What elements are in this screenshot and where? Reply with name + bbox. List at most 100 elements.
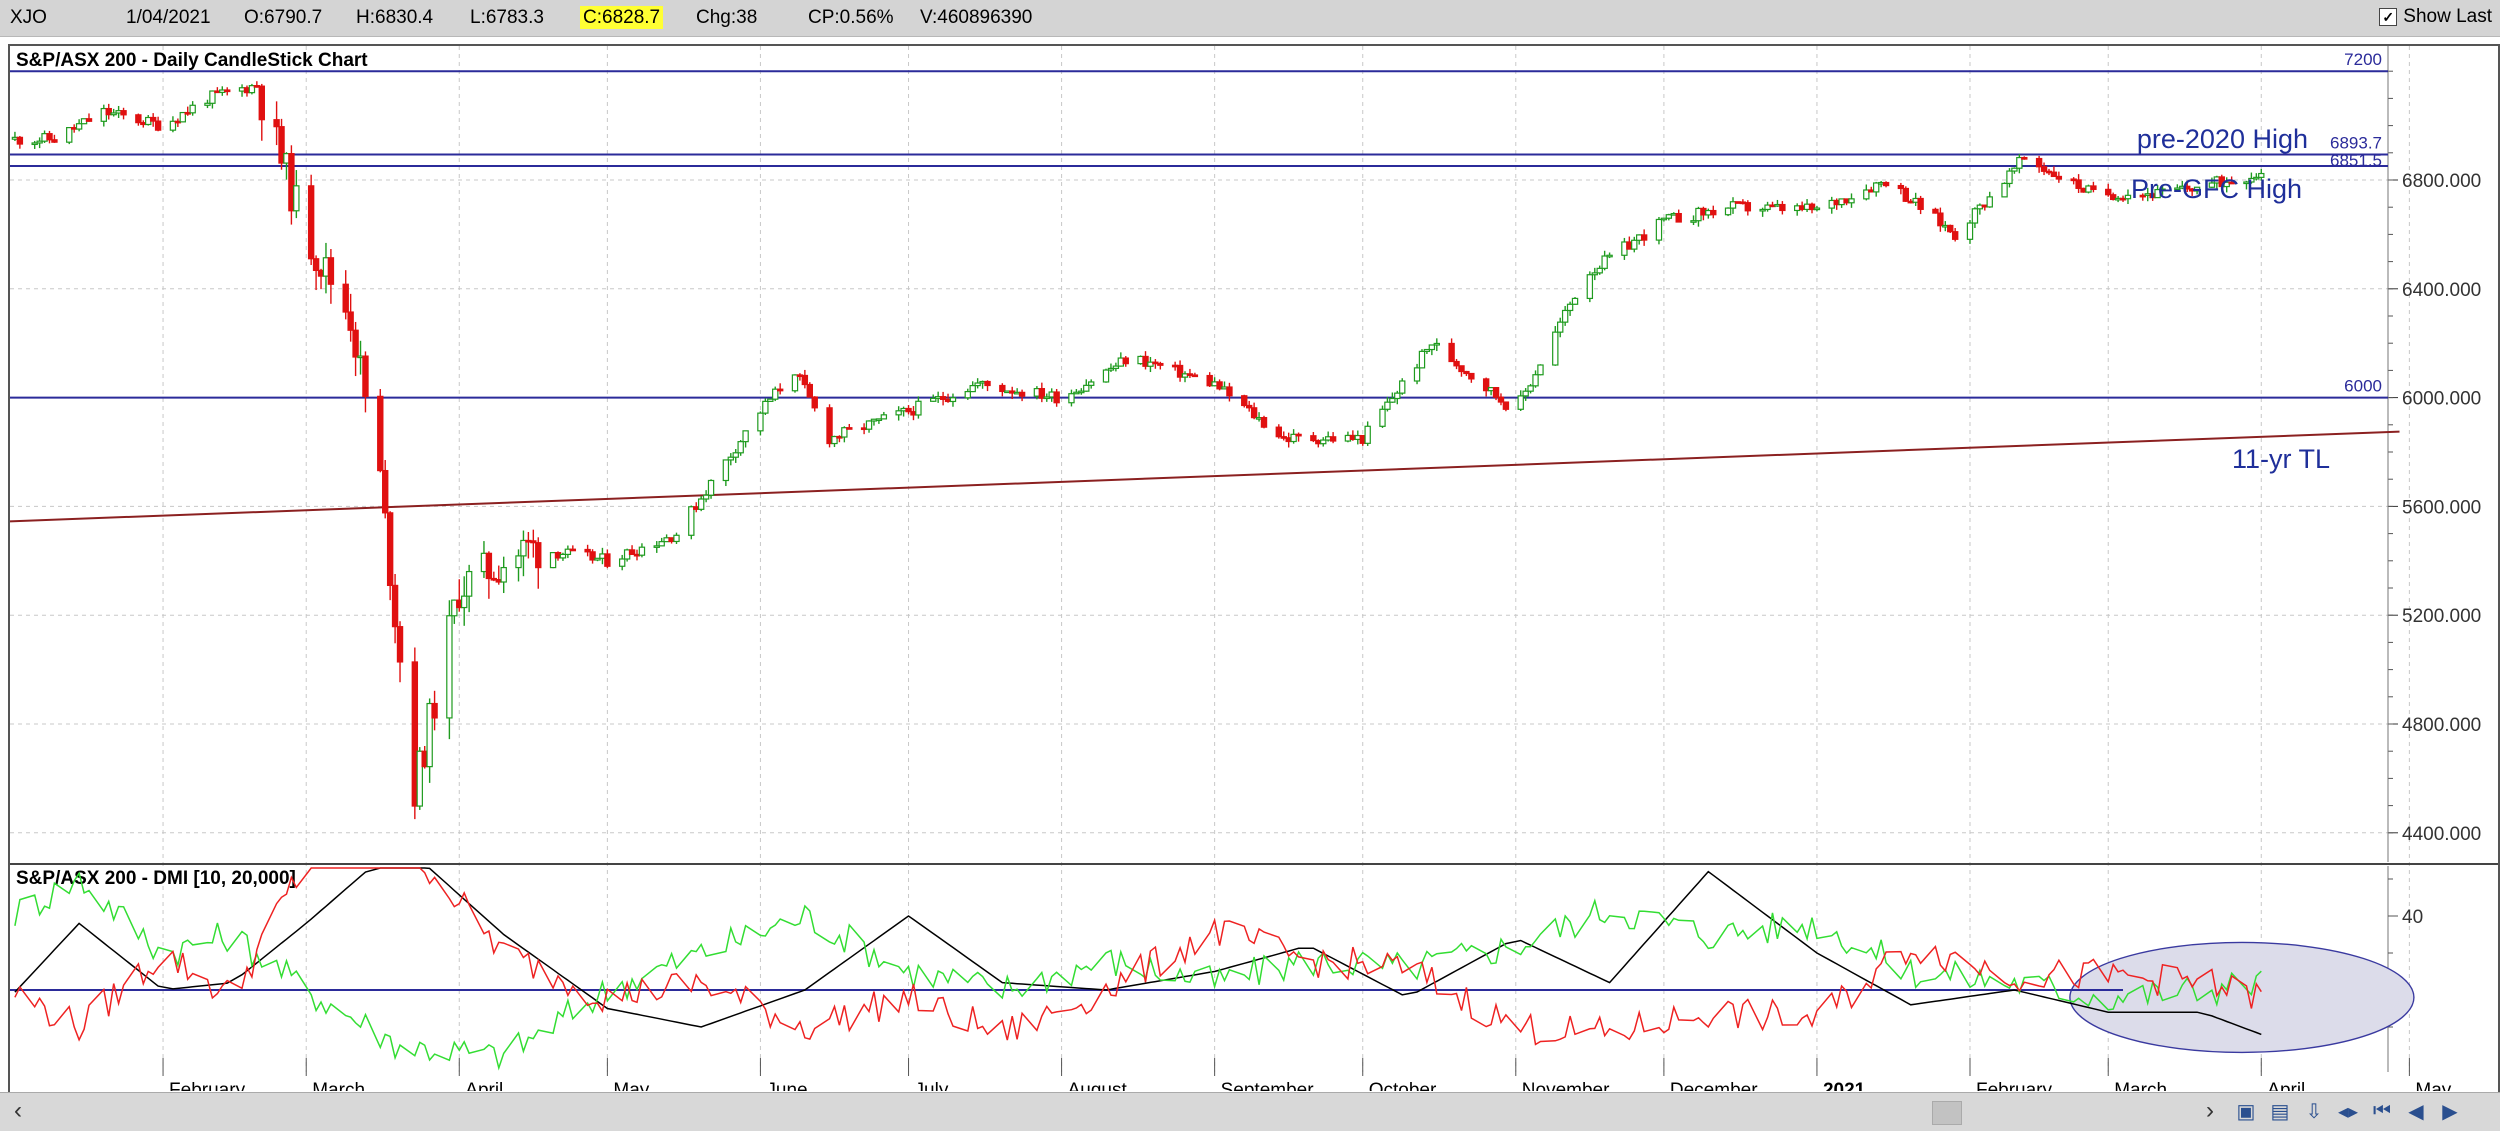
candle-body — [248, 85, 256, 94]
zoom-fit-icon[interactable]: ◂▸ — [2337, 1100, 2359, 1123]
candle-body — [362, 355, 369, 397]
candle-body — [515, 555, 522, 569]
candle-body — [1453, 360, 1460, 367]
candle-body — [1932, 208, 1939, 214]
candle-body — [431, 702, 438, 719]
show-last-toggle[interactable]: ✓ Show Last — [2379, 6, 2492, 28]
candle-body — [1655, 218, 1663, 241]
candle-body — [776, 388, 784, 392]
candle-body — [742, 430, 749, 443]
y-axis-tick-label: 5200.000 — [2402, 606, 2481, 627]
candle-body — [1917, 197, 1924, 210]
candle-body — [939, 396, 947, 400]
candle-body — [2243, 181, 2250, 185]
candle-body — [2105, 188, 2112, 196]
candle-body — [1863, 189, 1870, 200]
candle-body — [1601, 255, 1608, 269]
candle-body — [1675, 212, 1682, 223]
dmi-y-tick-label: 40 — [2402, 907, 2423, 928]
candle-body — [1897, 184, 1905, 190]
candle-body — [1596, 267, 1603, 274]
y-axis-tick-label: 6000.000 — [2402, 389, 2481, 410]
candle-body — [1389, 397, 1396, 403]
candle-body — [1660, 217, 1668, 221]
candle-body — [1690, 220, 1697, 223]
candle-body — [1068, 393, 1075, 404]
quote-info-bar: XJO 1/04/2021 O:6790.7 H:6830.4 L:6783.3… — [0, 0, 2500, 37]
candle-body — [2050, 171, 2058, 178]
candle-body — [1384, 401, 1391, 410]
candle-body — [307, 185, 315, 260]
candle-body — [1241, 395, 1248, 407]
print-icon[interactable]: ▤ — [2270, 1100, 2290, 1123]
candle-body — [1038, 388, 1046, 399]
candle-body — [1497, 396, 1505, 403]
candle-body — [1951, 231, 1959, 240]
candle-body — [382, 469, 389, 514]
candle-body — [1083, 384, 1090, 392]
candle-body — [1448, 342, 1455, 363]
y-axis-tick-label: 6800.000 — [2402, 171, 2481, 192]
candle-body — [120, 110, 127, 116]
candle-body — [1813, 207, 1821, 211]
high-value: H:6830.4 — [356, 7, 434, 28]
change-percent-value: CP:0.56% — [808, 7, 894, 28]
chart-canvas[interactable]: 6800.000 6400.000 6000.000 5600.000 5200.000… — [10, 46, 2498, 1091]
x-axis-label: July — [915, 1080, 949, 1091]
first-page-icon[interactable]: ⏮ — [2373, 1099, 2391, 1122]
candle-body — [1986, 196, 1993, 208]
candle-body — [135, 114, 142, 124]
chevron-right-icon[interactable]: › — [2206, 1097, 2214, 1124]
highlight-ellipse — [2069, 941, 2415, 1054]
candle-body — [2055, 175, 2063, 180]
candle-body — [999, 384, 1006, 393]
candle-body — [1018, 391, 1026, 397]
candle-body — [589, 551, 596, 561]
forward-icon[interactable]: ▶ — [2442, 1100, 2458, 1123]
candle-body — [377, 395, 384, 472]
candle-body — [347, 311, 354, 331]
candle-body — [51, 139, 58, 143]
symbol-label: XJO — [10, 7, 47, 28]
candle-body — [628, 549, 636, 555]
x-axis-label: April — [2267, 1080, 2305, 1091]
candle-body — [801, 374, 809, 386]
candle-body — [1937, 212, 1944, 227]
candle-body — [757, 412, 764, 432]
save-icon[interactable]: ▣ — [2236, 1100, 2256, 1123]
candle-body — [1710, 209, 1717, 216]
candle-body — [461, 595, 468, 609]
x-axis-label: April — [465, 1080, 503, 1091]
candle-body — [278, 126, 285, 164]
candle-body — [569, 548, 577, 552]
candle-body — [688, 506, 695, 536]
candle-body — [2174, 187, 2181, 191]
candle-body — [411, 661, 419, 807]
scrollbar-thumb[interactable] — [1932, 1101, 1962, 1125]
show-last-checkbox[interactable]: ✓ — [2379, 8, 2398, 26]
candle-body — [722, 459, 730, 482]
candle-body — [949, 397, 957, 403]
level-label: 6851.5 — [2330, 151, 2382, 170]
candle-body — [1122, 357, 1129, 365]
back-icon[interactable]: ◀ — [2408, 1100, 2424, 1123]
candle-body — [1102, 369, 1110, 383]
export-icon[interactable]: ⇩ — [2305, 1100, 2323, 1123]
candle-body — [258, 85, 265, 121]
candle-body — [1320, 439, 1327, 445]
candle-body — [1724, 207, 1732, 216]
y-axis-tick-label: 4800.000 — [2402, 715, 2481, 736]
chevron-left-icon[interactable]: ‹ — [14, 1097, 22, 1124]
low-value: L:6783.3 — [470, 7, 544, 28]
candle-body — [1566, 303, 1574, 312]
candle-body — [535, 542, 542, 569]
candle-body — [1759, 208, 1766, 212]
candle-body — [2075, 179, 2082, 189]
candle-body — [312, 258, 320, 272]
candle-body — [1310, 435, 1317, 442]
candle-body — [446, 615, 453, 719]
candle-body — [1522, 390, 1529, 397]
candle-body — [342, 283, 349, 313]
candle-body — [604, 553, 611, 567]
candle-body — [584, 548, 591, 553]
